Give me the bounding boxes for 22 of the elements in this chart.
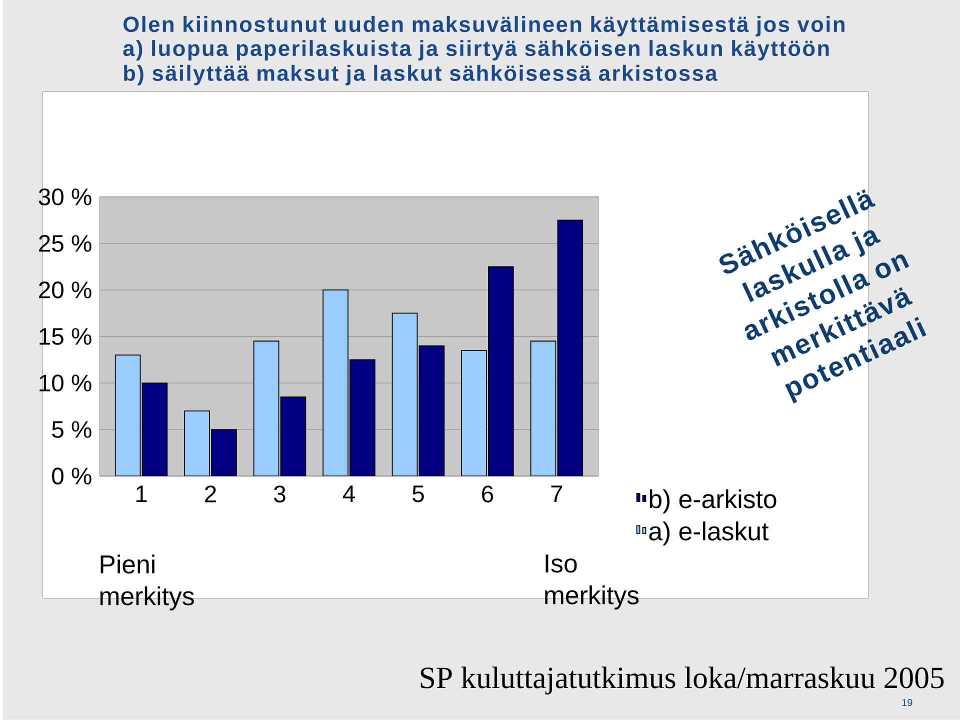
y-tick-label: 0 %: [52, 468, 92, 485]
text: 19: [902, 699, 912, 706]
legend-label: a) e-laskut: [649, 522, 769, 546]
x-tick-label: 2: [205, 486, 216, 502]
x-tick-label: 1: [136, 486, 147, 502]
text: Iso merkitys: [545, 554, 639, 610]
y-tick-label: 25 %: [39, 235, 92, 252]
chart-title: Olen kiinnostunut uuden maksuvälineen käyttämisestä jos voin: [124, 16, 844, 36]
chart-subtitle: a) luopua paperilaskuista ja siirtyä sähköisen laskun käyttöön b) säilyttää maksut ja laskut sähköisessä arkistossa: [123, 40, 829, 86]
x-tick-label: 6: [482, 486, 494, 502]
x-tick-label: 5: [412, 486, 424, 502]
y-tick-label: 10 %: [40, 374, 92, 392]
x-tick-label: 7: [551, 486, 562, 502]
x-tick-label: 4: [342, 486, 355, 502]
text: SP kuluttajatutkimus loka/marraskuu 2005: [420, 666, 944, 695]
y-tick-label: 30 %: [38, 188, 92, 206]
text: Pieni merkitys: [100, 554, 194, 610]
y-tick-label: 5 %: [52, 421, 92, 438]
y-tick-label: 20 %: [39, 282, 92, 298]
x-tick-label: 3: [274, 486, 286, 502]
y-tick-label: 15 %: [40, 328, 92, 345]
legend-label: b) e-arkisto: [650, 489, 776, 514]
